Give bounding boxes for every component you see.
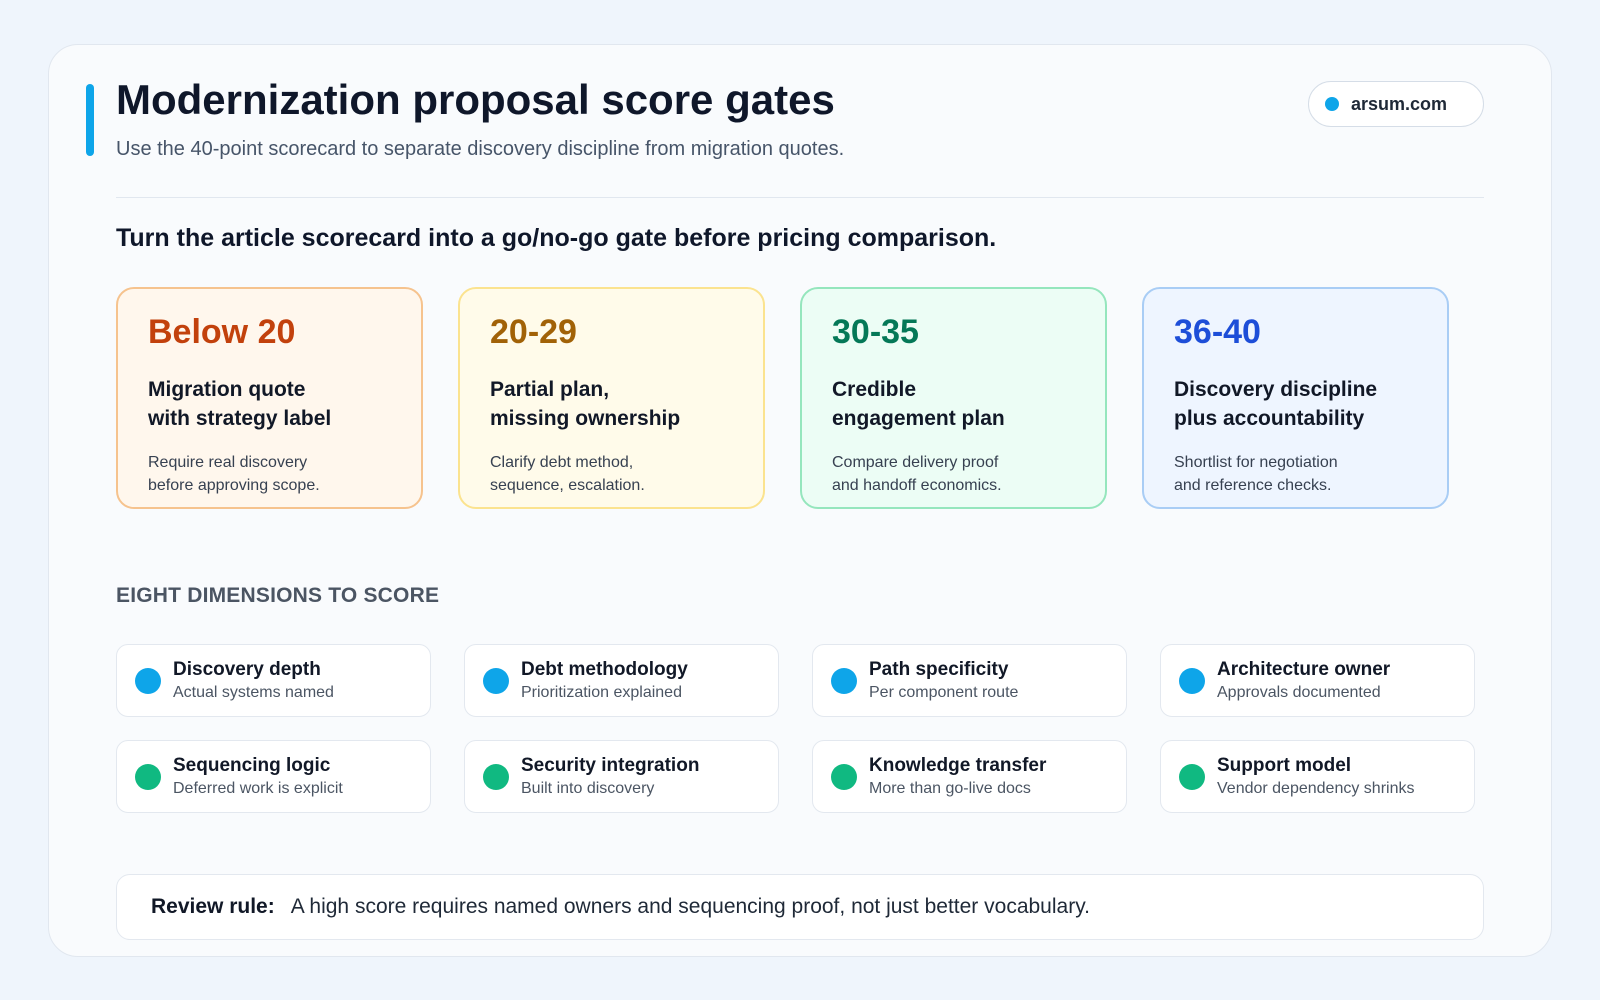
gate-range: Below 20 bbox=[148, 313, 296, 351]
header-divider bbox=[116, 197, 1484, 198]
gate-heading-line: missing ownership bbox=[490, 407, 681, 430]
gate-note-line: Clarify debt method, bbox=[490, 454, 634, 471]
page-title: Modernization proposal score gates bbox=[116, 76, 835, 123]
gate-heading-line: plus accountability bbox=[1174, 407, 1365, 430]
dimension-desc: Per component route bbox=[869, 683, 1019, 701]
gate-note-line: Shortlist for negotiation bbox=[1174, 454, 1338, 471]
domain-text: arsum.com bbox=[1351, 93, 1448, 114]
gate-note-line: and reference checks. bbox=[1174, 477, 1332, 494]
gate-heading: Migration quote with strategy label bbox=[148, 375, 391, 433]
page-subtitle: Use the 40-point scorecard to separate d… bbox=[116, 138, 845, 160]
gate-note-line: sequence, escalation. bbox=[490, 477, 645, 494]
lead-statement: Turn the article scorecard into a go/no-… bbox=[116, 224, 997, 252]
gate-range: 36-40 bbox=[1174, 313, 1261, 351]
gate-heading: Credible engagement plan bbox=[832, 375, 1075, 433]
domain-badge[interactable]: arsum.com bbox=[1308, 81, 1484, 127]
review-rule-box: Review rule: A high score requires named… bbox=[116, 874, 1484, 940]
status-dot-icon bbox=[1179, 763, 1205, 790]
dimension-name: Sequencing logic bbox=[173, 754, 331, 776]
dimension-knowledge-transfer: Knowledge transfer More than go-live doc… bbox=[812, 740, 1127, 813]
dimension-desc: Actual systems named bbox=[173, 683, 334, 701]
gate-heading-line: Discovery discipline bbox=[1174, 378, 1378, 401]
gate-note: Shortlist for negotiation and reference … bbox=[1174, 451, 1417, 497]
status-dot-icon bbox=[135, 763, 161, 790]
status-dot-icon bbox=[483, 667, 509, 694]
dimension-name: Knowledge transfer bbox=[869, 754, 1047, 776]
dimension-desc: More than go-live docs bbox=[869, 779, 1031, 797]
dimension-support-model: Support model Vendor dependency shrinks bbox=[1160, 740, 1475, 813]
dimension-architecture-owner: Architecture owner Approvals documented bbox=[1160, 644, 1475, 717]
gate-heading-line: with strategy label bbox=[148, 407, 332, 430]
review-rule-label: Review rule: bbox=[151, 895, 275, 918]
gate-card-20-29: 20-29 Partial plan, missing ownership Cl… bbox=[458, 287, 765, 509]
gate-heading-line: Credible bbox=[832, 378, 917, 401]
gate-note-line: Compare delivery proof bbox=[832, 454, 999, 471]
dimension-path-specificity: Path specificity Per component route bbox=[812, 644, 1127, 717]
dimension-name: Architecture owner bbox=[1217, 658, 1391, 680]
gate-note: Clarify debt method, sequence, escalatio… bbox=[490, 451, 733, 497]
dimension-security-integration: Security integration Built into discover… bbox=[464, 740, 779, 813]
gate-note: Require real discovery before approving … bbox=[148, 451, 391, 497]
gate-heading: Partial plan, missing ownership bbox=[490, 375, 733, 433]
title-accent-bar bbox=[86, 84, 94, 156]
dimension-desc: Built into discovery bbox=[521, 779, 655, 797]
gate-heading: Discovery discipline plus accountability bbox=[1174, 375, 1417, 433]
status-dot-icon bbox=[831, 763, 857, 790]
dimensions-section-label: EIGHT DIMENSIONS TO SCORE bbox=[116, 584, 440, 607]
status-dot-icon bbox=[1179, 667, 1205, 694]
dimension-discovery-depth: Discovery depth Actual systems named bbox=[116, 644, 431, 717]
gate-card-36-40: 36-40 Discovery discipline plus accounta… bbox=[1142, 287, 1449, 509]
status-dot-icon bbox=[831, 667, 857, 694]
dimension-desc: Approvals documented bbox=[1217, 683, 1381, 701]
dimension-name: Discovery depth bbox=[173, 658, 321, 680]
gate-card-30-35: 30-35 Credible engagement plan Compare d… bbox=[800, 287, 1107, 509]
gate-note: Compare delivery proof and handoff econo… bbox=[832, 451, 1075, 497]
gate-note-line: Require real discovery bbox=[148, 454, 308, 471]
status-dot-icon bbox=[483, 763, 509, 790]
gate-card-below-20: Below 20 Migration quote with strategy l… bbox=[116, 287, 423, 509]
gate-note-line: and handoff economics. bbox=[832, 477, 1002, 494]
dimension-desc: Deferred work is explicit bbox=[173, 779, 343, 797]
dimension-name: Path specificity bbox=[869, 658, 1009, 680]
dimension-name: Support model bbox=[1217, 754, 1352, 776]
review-rule-text: A high score requires named owners and s… bbox=[290, 895, 1090, 918]
gate-heading-line: engagement plan bbox=[832, 407, 1005, 430]
domain-dot-icon bbox=[1325, 97, 1339, 111]
gate-range: 20-29 bbox=[490, 313, 577, 351]
dimension-debt-methodology: Debt methodology Prioritization explaine… bbox=[464, 644, 779, 717]
gate-heading-line: Partial plan, bbox=[490, 378, 610, 401]
dimension-desc: Vendor dependency shrinks bbox=[1217, 779, 1415, 797]
gate-range: 30-35 bbox=[832, 313, 919, 351]
status-dot-icon bbox=[135, 667, 161, 694]
dimension-sequencing-logic: Sequencing logic Deferred work is explic… bbox=[116, 740, 431, 813]
gate-note-line: before approving scope. bbox=[148, 477, 320, 494]
dimension-name: Security integration bbox=[521, 754, 700, 776]
gate-heading-line: Migration quote bbox=[148, 378, 306, 401]
dimension-desc: Prioritization explained bbox=[521, 683, 682, 701]
dimension-name: Debt methodology bbox=[521, 658, 688, 680]
